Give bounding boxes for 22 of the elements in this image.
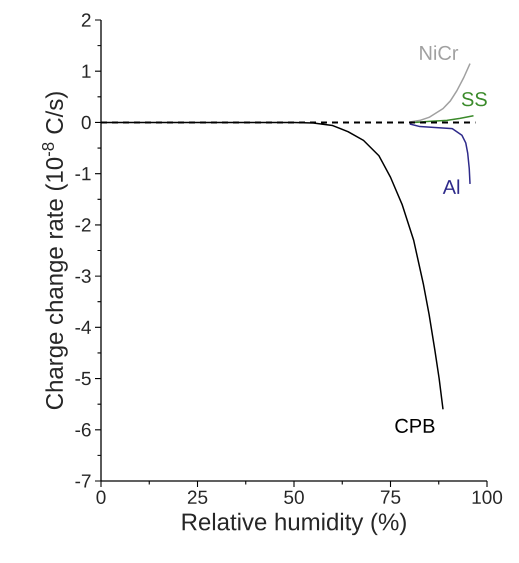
y-tick-label: -6 bbox=[75, 423, 91, 437]
x-tick-label: 25 bbox=[188, 490, 208, 504]
y-tick-label: 0 bbox=[82, 116, 91, 130]
series-label: CPB bbox=[395, 418, 434, 433]
series-label: NiCr bbox=[420, 45, 458, 60]
x-axis-title: Relative humidity (%) bbox=[182, 512, 406, 536]
y-axis-title: Charge change rate (10$^{-8}$ C/s) bbox=[42, 92, 68, 410]
y-tick-label: -5 bbox=[75, 372, 91, 386]
y-tick-label: -4 bbox=[75, 320, 91, 334]
y-tick-label: -1 bbox=[75, 167, 91, 180]
x-tick-label: 50 bbox=[284, 490, 304, 504]
x-tick-label: 0 bbox=[96, 490, 106, 504]
y-tick-label: -2 bbox=[75, 218, 91, 232]
series-label: Al bbox=[442, 179, 460, 194]
x-tick-label: 75 bbox=[380, 490, 400, 504]
x-tick-label: 100 bbox=[472, 490, 502, 504]
series-label: SS bbox=[462, 92, 487, 106]
y-tick-label: 1 bbox=[82, 64, 91, 78]
y-tick-label: -3 bbox=[75, 269, 91, 283]
line-series bbox=[412, 115, 474, 124]
y-tick-label: 2 bbox=[82, 13, 91, 27]
y-tick-label: -7 bbox=[75, 474, 91, 488]
